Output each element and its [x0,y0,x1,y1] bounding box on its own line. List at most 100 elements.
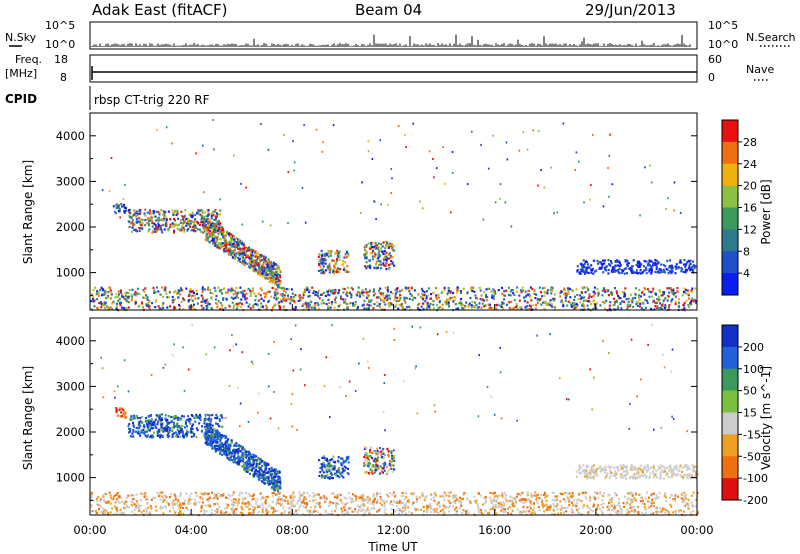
scatter-cell [531,287,534,291]
scatter-cell [326,252,329,255]
scatter-cell [244,453,247,456]
scatter-cell [364,459,367,462]
scatter-cell [695,300,698,303]
scatter-cell [273,264,275,267]
scatter-cell [327,298,330,301]
scatter-cell [180,210,183,213]
scatter-cell [392,464,395,467]
scatter-cell [331,289,334,292]
scatter-cell [215,413,218,417]
scatter-cell [385,295,388,298]
scatter-cell [210,212,213,215]
scatter-cell [119,216,121,219]
scatter-cell [249,289,252,292]
scatter-cell [269,273,272,276]
scatter-cell [273,468,276,471]
scatter-cell [543,186,545,189]
scatter-cell [386,288,389,291]
scatter-cell [134,294,137,297]
scatter-cell [138,212,141,215]
scatter-cell [216,229,219,232]
scatter-cell [201,290,204,293]
scatter-cell [594,292,597,295]
scatter-cell [165,225,168,228]
scatter-cell [257,465,260,468]
scatter-cell [266,273,269,276]
scatter-cell [131,432,134,435]
scatter-cell [211,227,214,230]
scatter-cell [686,289,689,292]
scatter-cell [481,298,484,301]
colorbar-tick-label: 12 [743,223,757,236]
scatter-cell [657,307,660,310]
scatter-cell [382,257,385,260]
scatter-cell [196,228,199,231]
scatter-cell [245,297,248,300]
scatter-cell [666,472,669,475]
scatter-cell [241,451,244,454]
scatter-cell [367,265,370,268]
scatter-cell [388,469,391,472]
scatter-cell [630,465,633,468]
scatter-cell [96,306,99,309]
scatter-cell [250,262,253,265]
scatter-cell [473,304,475,308]
scatter-cell [330,458,333,461]
scatter-cell [598,466,601,469]
nave-tick-bottom: 0 [708,71,715,84]
scatter-cell [253,466,256,469]
scatter-cell [253,263,256,266]
scatter-cell [218,227,221,231]
scatter-cell [462,304,465,307]
freq-unit-label: [MHz] [5,67,37,80]
scatter-cell [332,455,335,458]
scatter-cell [182,226,185,229]
scatter-cell [158,307,161,310]
scatter-cell [587,296,590,299]
scatter-cell [600,262,603,265]
scatter-cell [582,286,585,290]
scatter-cell [160,417,163,420]
scatter-cell [265,462,268,465]
scatter-cell [656,298,659,301]
scatter-cell [687,304,690,307]
scatter-cell [128,301,130,304]
scatter-cell [582,305,585,308]
scatter-cell [619,475,622,478]
scatter-cell [489,306,492,309]
scatter-cell [201,286,204,289]
scatter-cell [148,307,151,310]
freq-tick-bottom: 8 [60,71,67,84]
scatter-cell [202,218,205,221]
scatter-cell [501,292,504,295]
scatter-cell [369,259,372,262]
scatter-cell [156,210,159,213]
scatter-cell [204,301,207,304]
scatter-cell [371,158,374,160]
scatter-cell [652,287,655,290]
scatter-cell [217,223,220,226]
scatter-cell [272,482,275,485]
scatter-cell [393,249,396,252]
colorbar-tick-label: 24 [743,158,757,171]
scatter-cell [264,277,267,280]
scatter-cell [220,413,223,417]
scatter-cell [279,270,282,273]
scatter-cell [660,270,663,273]
scatter-cell [240,305,243,308]
scatter-cell [140,302,143,305]
scatter-cell [169,223,172,226]
scatter-cell [130,216,133,219]
scatter-cell [561,300,564,303]
scatter-cell [363,447,366,450]
scatter-cell [208,417,210,420]
scatter-cell [259,461,262,464]
scatter-cell [384,256,387,259]
scatter-cell [281,294,284,298]
scatter-cell [282,289,285,292]
scatter-cell [510,225,513,228]
scatter-cell [173,432,176,435]
scatter-cell [187,415,190,418]
scatter-cell [263,476,266,479]
scatter-cell [115,206,118,210]
